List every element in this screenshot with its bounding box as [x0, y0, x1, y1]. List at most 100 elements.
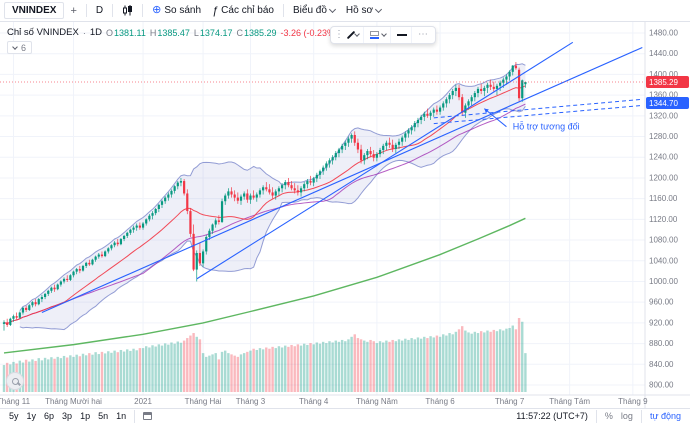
range-button-1y[interactable]: 1y: [24, 411, 40, 421]
svg-text:1120.00: 1120.00: [649, 215, 678, 224]
chart-menu-button[interactable]: Biểu đồ: [288, 2, 340, 20]
candlestick-icon: [123, 5, 133, 16]
svg-text:1400.00: 1400.00: [649, 70, 678, 79]
line-color-button[interactable]: [366, 27, 391, 43]
log-scale-button[interactable]: log: [618, 411, 636, 421]
pencil-icon: [346, 30, 356, 40]
toolbar-divider: [112, 4, 114, 17]
compare-button[interactable]: ⊕ So sánh: [147, 2, 206, 20]
svg-text:920.00: 920.00: [649, 318, 674, 327]
svg-text:Tháng Năm: Tháng Năm: [356, 397, 398, 406]
svg-text:1160.00: 1160.00: [649, 194, 678, 203]
close-label: C: [236, 27, 243, 38]
toolbar-divider: [640, 409, 642, 423]
bottom-toolbar: 5y 1y 6p 3p 1p 5n 1n 11:57:22 (UTC+7) % …: [0, 408, 690, 423]
drag-handle-icon[interactable]: ⋮: [334, 29, 344, 40]
svg-text:Tháng Tám: Tháng Tám: [549, 397, 590, 406]
percent-scale-button[interactable]: %: [602, 411, 616, 421]
svg-text:Tháng 3: Tháng 3: [236, 397, 266, 406]
high-value: 1385.47: [157, 27, 190, 38]
toolbar-divider: [282, 4, 284, 17]
range-button-5y[interactable]: 5y: [6, 411, 22, 421]
svg-text:1480.00: 1480.00: [649, 29, 678, 38]
scale-controls-group: 11:57:22 (UTC+7) % log tự động: [513, 409, 684, 423]
chevron-down-icon: [381, 31, 387, 37]
compare-label: So sánh: [164, 5, 202, 16]
go-to-date-button[interactable]: [140, 412, 155, 420]
chevron-down-icon: [374, 5, 383, 13]
chevron-down-icon: [354, 31, 360, 37]
range-button-1d[interactable]: 1n: [113, 411, 129, 421]
open-value: 1381.11: [113, 27, 146, 38]
svg-text:1360.00: 1360.00: [649, 91, 678, 100]
low-value: 1374.17: [199, 27, 233, 38]
low-label: L: [193, 27, 199, 38]
auto-scale-button[interactable]: tự động: [647, 411, 684, 421]
circle-plus-icon: ⊕: [152, 4, 162, 16]
svg-text:800.00: 800.00: [649, 381, 674, 390]
indicators-count: 6: [21, 42, 27, 53]
svg-text:Hỗ trợ tương đối: Hỗ trợ tương đối: [513, 121, 580, 131]
top-toolbar: VNINDEX + D ⊕ So sánh ƒ Các chỉ báo: [0, 0, 690, 22]
range-button-3m[interactable]: 3p: [59, 411, 75, 421]
svg-text:1080.00: 1080.00: [649, 236, 678, 245]
chevron-down-icon: [12, 43, 18, 50]
legend-separator: ·: [82, 27, 86, 38]
line-style-icon: [397, 34, 407, 36]
indicators-collapsed-pill[interactable]: 6: [7, 41, 33, 54]
svg-text:1200.00: 1200.00: [649, 173, 678, 182]
svg-text:1320.00: 1320.00: [649, 111, 678, 120]
svg-text:Tháng 7: Tháng 7: [495, 397, 525, 406]
legend-interval[interactable]: 1D: [89, 27, 102, 38]
svg-text:Tháng 9: Tháng 9: [618, 397, 648, 406]
svg-text:Tháng Mười hai: Tháng Mười hai: [45, 397, 102, 406]
chart-menu-label: Biểu đồ: [292, 5, 327, 16]
svg-text:1385.29: 1385.29: [649, 78, 678, 87]
ellipsis-icon: ⋯: [418, 29, 428, 40]
svg-text:Tháng 4: Tháng 4: [299, 397, 329, 406]
svg-text:1000.00: 1000.00: [649, 277, 678, 286]
calendar-icon: [143, 412, 153, 420]
more-options-button[interactable]: ⋯: [414, 27, 432, 43]
symbol-search-button[interactable]: VNINDEX: [4, 2, 65, 19]
line-style-button[interactable]: [393, 27, 412, 43]
plus-icon: +: [70, 4, 77, 17]
legend-symbol-title[interactable]: Chỉ số VNINDEX: [7, 27, 79, 38]
svg-text:880.00: 880.00: [649, 339, 674, 348]
symbol-add-button[interactable]: +: [65, 2, 81, 20]
range-button-6m[interactable]: 6p: [41, 411, 57, 421]
high-label: H: [149, 27, 157, 38]
profile-menu-label: Hồ sơ: [345, 5, 374, 16]
interval-button[interactable]: D: [91, 2, 108, 20]
change-value: -3.26 (-0.23%): [280, 27, 339, 38]
quick-search-button[interactable]: [6, 372, 24, 390]
svg-text:Tháng 11: Tháng 11: [0, 397, 31, 406]
chart-type-button[interactable]: [117, 2, 138, 20]
indicators-button[interactable]: ƒ Các chỉ báo: [207, 2, 279, 20]
drawing-tool-button[interactable]: [346, 27, 364, 43]
close-value: 1385.29: [243, 27, 277, 38]
open-label: O: [105, 27, 113, 38]
svg-text:Tháng Hai: Tháng Hai: [185, 397, 222, 406]
range-buttons-group: 5y 1y 6p 3p 1p 5n 1n: [6, 409, 155, 423]
clock-display[interactable]: 11:57:22 (UTC+7): [513, 411, 591, 421]
toolbar-divider: [142, 4, 144, 17]
svg-text:1440.00: 1440.00: [649, 49, 678, 58]
range-button-1m[interactable]: 1p: [77, 411, 93, 421]
search-icon: [11, 377, 19, 385]
svg-text:1280.00: 1280.00: [649, 132, 678, 141]
color-swatch-icon: [370, 31, 379, 39]
profile-menu-button[interactable]: Hồ sơ: [341, 2, 386, 20]
svg-text:Tháng 6: Tháng 6: [425, 397, 455, 406]
range-button-5d[interactable]: 5n: [95, 411, 111, 421]
drawing-floating-toolbar: ⋮ ⋯: [330, 26, 436, 44]
toolbar-divider: [85, 4, 87, 17]
svg-text:1040.00: 1040.00: [649, 256, 678, 265]
svg-text:2021: 2021: [134, 397, 152, 406]
svg-text:1240.00: 1240.00: [649, 153, 678, 162]
toolbar-divider: [134, 409, 136, 423]
svg-text:1344.70: 1344.70: [649, 99, 678, 108]
